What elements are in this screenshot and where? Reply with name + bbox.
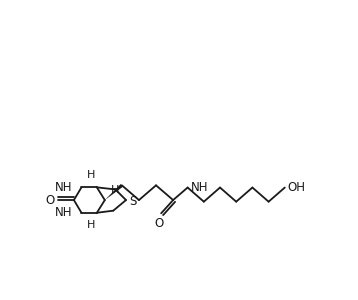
Text: S: S <box>130 195 137 208</box>
Text: O: O <box>45 194 54 207</box>
Text: H: H <box>87 220 96 230</box>
Text: NH: NH <box>54 206 72 219</box>
Polygon shape <box>105 184 123 200</box>
Text: NH: NH <box>191 181 209 194</box>
Text: H: H <box>87 170 96 180</box>
Text: O: O <box>154 217 163 230</box>
Text: OH: OH <box>287 181 305 194</box>
Text: NH: NH <box>54 181 72 194</box>
Text: H: H <box>111 185 119 195</box>
